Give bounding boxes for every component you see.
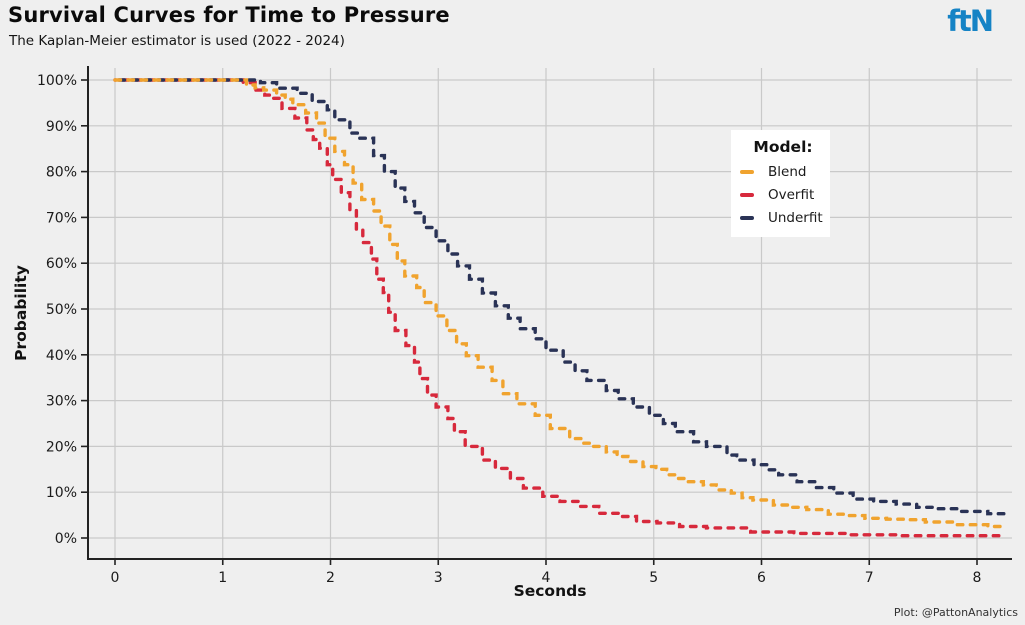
page-subtitle: The Kaplan-Meier estimator is used (2022… (9, 33, 345, 49)
ftn-logo: ftN (947, 4, 994, 38)
blend-dash-icon (740, 170, 754, 174)
plot-credit: Plot: @PattonAnalytics (893, 606, 1018, 619)
page-title: Survival Curves for Time to Pressure (8, 3, 450, 27)
curve-layer (113, 78, 1006, 538)
x-tick-label: 1 (218, 570, 227, 586)
y-tick-label: 60% (46, 256, 77, 272)
grid-layer (88, 68, 1012, 559)
x-tick-label: 3 (434, 570, 443, 586)
x-tick-label: 8 (973, 570, 982, 586)
y-tick-label: 10% (46, 485, 77, 501)
legend-label: Blend (768, 164, 807, 180)
legend-label: Overfit (768, 187, 815, 203)
legend-label: Underfit (768, 210, 823, 226)
legend-title: Model: (753, 138, 813, 156)
overfit-dash-icon (740, 193, 754, 197)
y-tick-label: 40% (46, 348, 77, 364)
curve-underfit (113, 78, 1006, 516)
y-tick-label: 70% (46, 210, 77, 226)
y-tick-label: 80% (46, 165, 77, 181)
x-tick-label: 5 (649, 570, 658, 586)
legend-box: Model: Blend Overfit Underfit (731, 130, 830, 237)
y-tick-label: 20% (46, 439, 77, 455)
x-tick-label: 4 (542, 570, 551, 586)
y-axis-title: Probability (12, 265, 30, 361)
y-tick-label: 90% (46, 119, 77, 135)
legend-item-underfit: Underfit (740, 209, 830, 227)
axis-layer: 0 1 2 3 4 5 6 7 80%10%20%30%40%50%60%70%80%90%10… (37, 66, 1012, 586)
x-axis-title: Seconds (514, 582, 587, 600)
legend-item-overfit: Overfit (740, 186, 830, 204)
curve-overfit (113, 78, 1006, 538)
curve-blend (113, 78, 1006, 529)
underfit-dash-icon (740, 216, 754, 220)
x-tick-label: 0 (111, 570, 120, 586)
y-tick-label: 0% (55, 531, 77, 547)
y-tick-label: 30% (46, 394, 77, 410)
x-tick-label: 6 (757, 570, 766, 586)
x-tick-label: 2 (326, 570, 335, 586)
y-tick-label: 50% (46, 302, 77, 318)
y-tick-label: 100% (37, 73, 77, 89)
legend-item-blend: Blend (740, 163, 830, 181)
x-tick-label: 7 (865, 570, 874, 586)
